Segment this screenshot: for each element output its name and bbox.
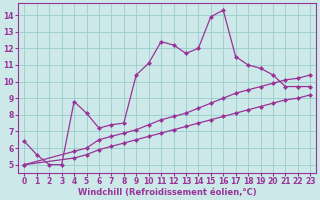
X-axis label: Windchill (Refroidissement éolien,°C): Windchill (Refroidissement éolien,°C) — [78, 188, 257, 197]
